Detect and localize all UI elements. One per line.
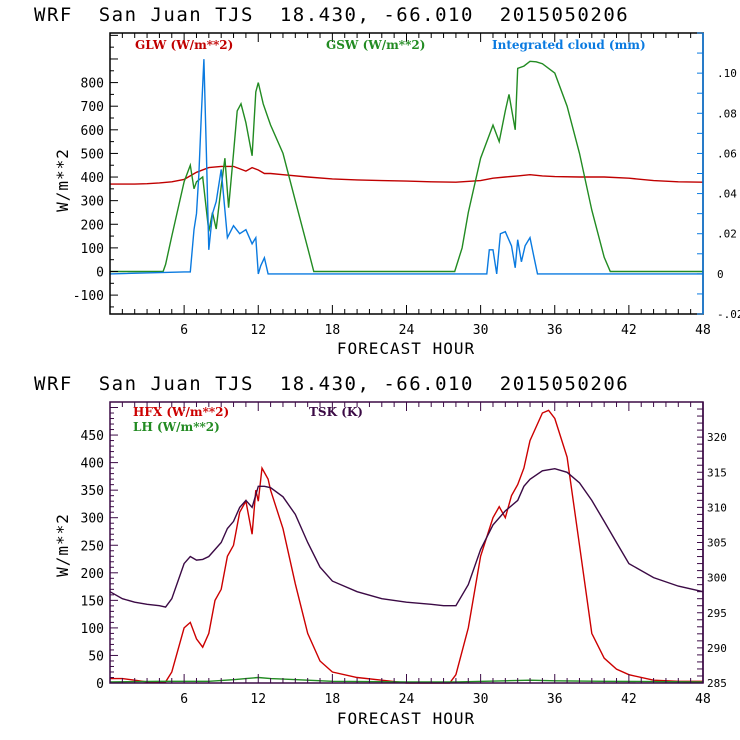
bottom-x-axis-label: FORECAST HOUR: [337, 709, 475, 728]
bot-x-tick-label: 42: [621, 692, 637, 707]
top-series-integrated-line: [109, 59, 703, 275]
top-y-tick-label: 500: [81, 147, 104, 162]
bot-y-tick-label: 350: [81, 484, 104, 499]
top-chart: 6 12 18 24 30 36 42 48 -100 0 100 200 300 400 500 600 70…: [53, 32, 740, 358]
top-x-axis-label: FORECAST HOUR: [337, 339, 475, 358]
bot-y-tick-label: 50: [88, 649, 104, 664]
top-x-tick-label: 12: [250, 323, 266, 338]
top-y-tick-label: 300: [81, 195, 104, 210]
bot-x-tick-label: 48: [695, 692, 711, 707]
top-x-tick-label: 42: [621, 323, 637, 338]
bottom-plot-frame: [109, 401, 704, 684]
legend-gsw: GSW (W/m**2): [326, 38, 425, 52]
top-y2-tick-label: .10: [717, 67, 737, 80]
top-y2-tick-label: .04: [717, 188, 737, 201]
bot-y-tick-label: 150: [81, 594, 104, 609]
top-x-tick-label: 36: [547, 323, 563, 338]
bot-y2-tick-label: 315: [707, 466, 727, 479]
bot-x-tick-label: 18: [325, 692, 341, 707]
chart-title-bottom: WRF San Juan TJS 18.430, -66.010 2015050…: [34, 373, 630, 395]
bot-y2-tick-label: 310: [707, 501, 727, 514]
bottom-chart: 6 12 18 24 30 36 42 48 0 50 100 150 200 250 300 350 400 4…: [53, 401, 727, 728]
chart-title-top: WRF San Juan TJS 18.430, -66.010 2015050…: [34, 4, 630, 26]
top-x-tick-label: 6: [180, 323, 188, 338]
legend-glw: GLW (W/m**2): [135, 38, 233, 52]
top-y-tick-label: 0: [96, 265, 104, 280]
bot-x-tick-label: 12: [250, 692, 266, 707]
top-series-glw-line: [110, 165, 704, 185]
top-y-tick-label: 700: [81, 100, 104, 115]
bot-x-tick-label: 36: [547, 692, 563, 707]
top-y-tick-label: 600: [81, 124, 104, 139]
top-y2-tick-label: 0: [717, 268, 724, 281]
top-y-tick-label: 400: [81, 171, 104, 186]
legend-cloud: Integrated cloud (mm): [492, 38, 646, 52]
bot-y2-tick-label: 305: [707, 537, 727, 550]
bot-series-hfx-line: [110, 409, 703, 684]
bot-x-tick-label: 24: [399, 692, 415, 707]
bot-y-tick-label: 0: [96, 677, 104, 692]
top-y2-tick-label: .08: [717, 107, 737, 120]
legend-hfx: HFX (W/m**2): [133, 405, 229, 419]
top-y-axis-label: W/m**2: [53, 148, 72, 212]
bot-x-tick-label: 30: [473, 692, 489, 707]
bot-series-tsk-line: [109, 467, 704, 608]
bot-y2-tick-label: 290: [707, 642, 727, 655]
top-x-tick-label: 30: [473, 323, 489, 338]
top-y-tick-label: 800: [81, 77, 104, 92]
bot-x-tick-label: 6: [180, 692, 188, 707]
bot-y-tick-label: 450: [81, 429, 104, 444]
top-x-tick-label: 18: [325, 323, 341, 338]
top-y-tick-label: 200: [81, 218, 104, 233]
top-y2-tick-label: .06: [717, 147, 737, 160]
bot-y2-tick-label: 285: [707, 677, 727, 690]
top-y-tick-label: -100: [73, 289, 104, 304]
legend-lh: LH (W/m**2): [133, 420, 220, 434]
bot-y2-tick-label: 300: [707, 572, 727, 585]
bottom-y-axis-label: W/m**2: [53, 513, 72, 577]
top-y2-tick-label: .02: [717, 228, 737, 241]
bot-y-tick-label: 400: [81, 457, 104, 472]
bot-y2-tick-label: 320: [707, 431, 727, 444]
top-y2-tick-label: -.02: [717, 308, 740, 321]
top-x-tick-label: 48: [695, 323, 711, 338]
bot-y-tick-label: 100: [81, 622, 104, 637]
top-y-tick-label: 100: [81, 242, 104, 257]
bot-y-tick-label: 250: [81, 539, 104, 554]
bot-y-tick-label: 300: [81, 512, 104, 527]
bot-y2-tick-label: 295: [707, 607, 727, 620]
bot-y-tick-label: 200: [81, 567, 104, 582]
top-x-tick-label: 24: [399, 323, 415, 338]
legend-tsk: TSK (K): [309, 405, 363, 419]
top-series-gsw-line: [110, 60, 703, 273]
